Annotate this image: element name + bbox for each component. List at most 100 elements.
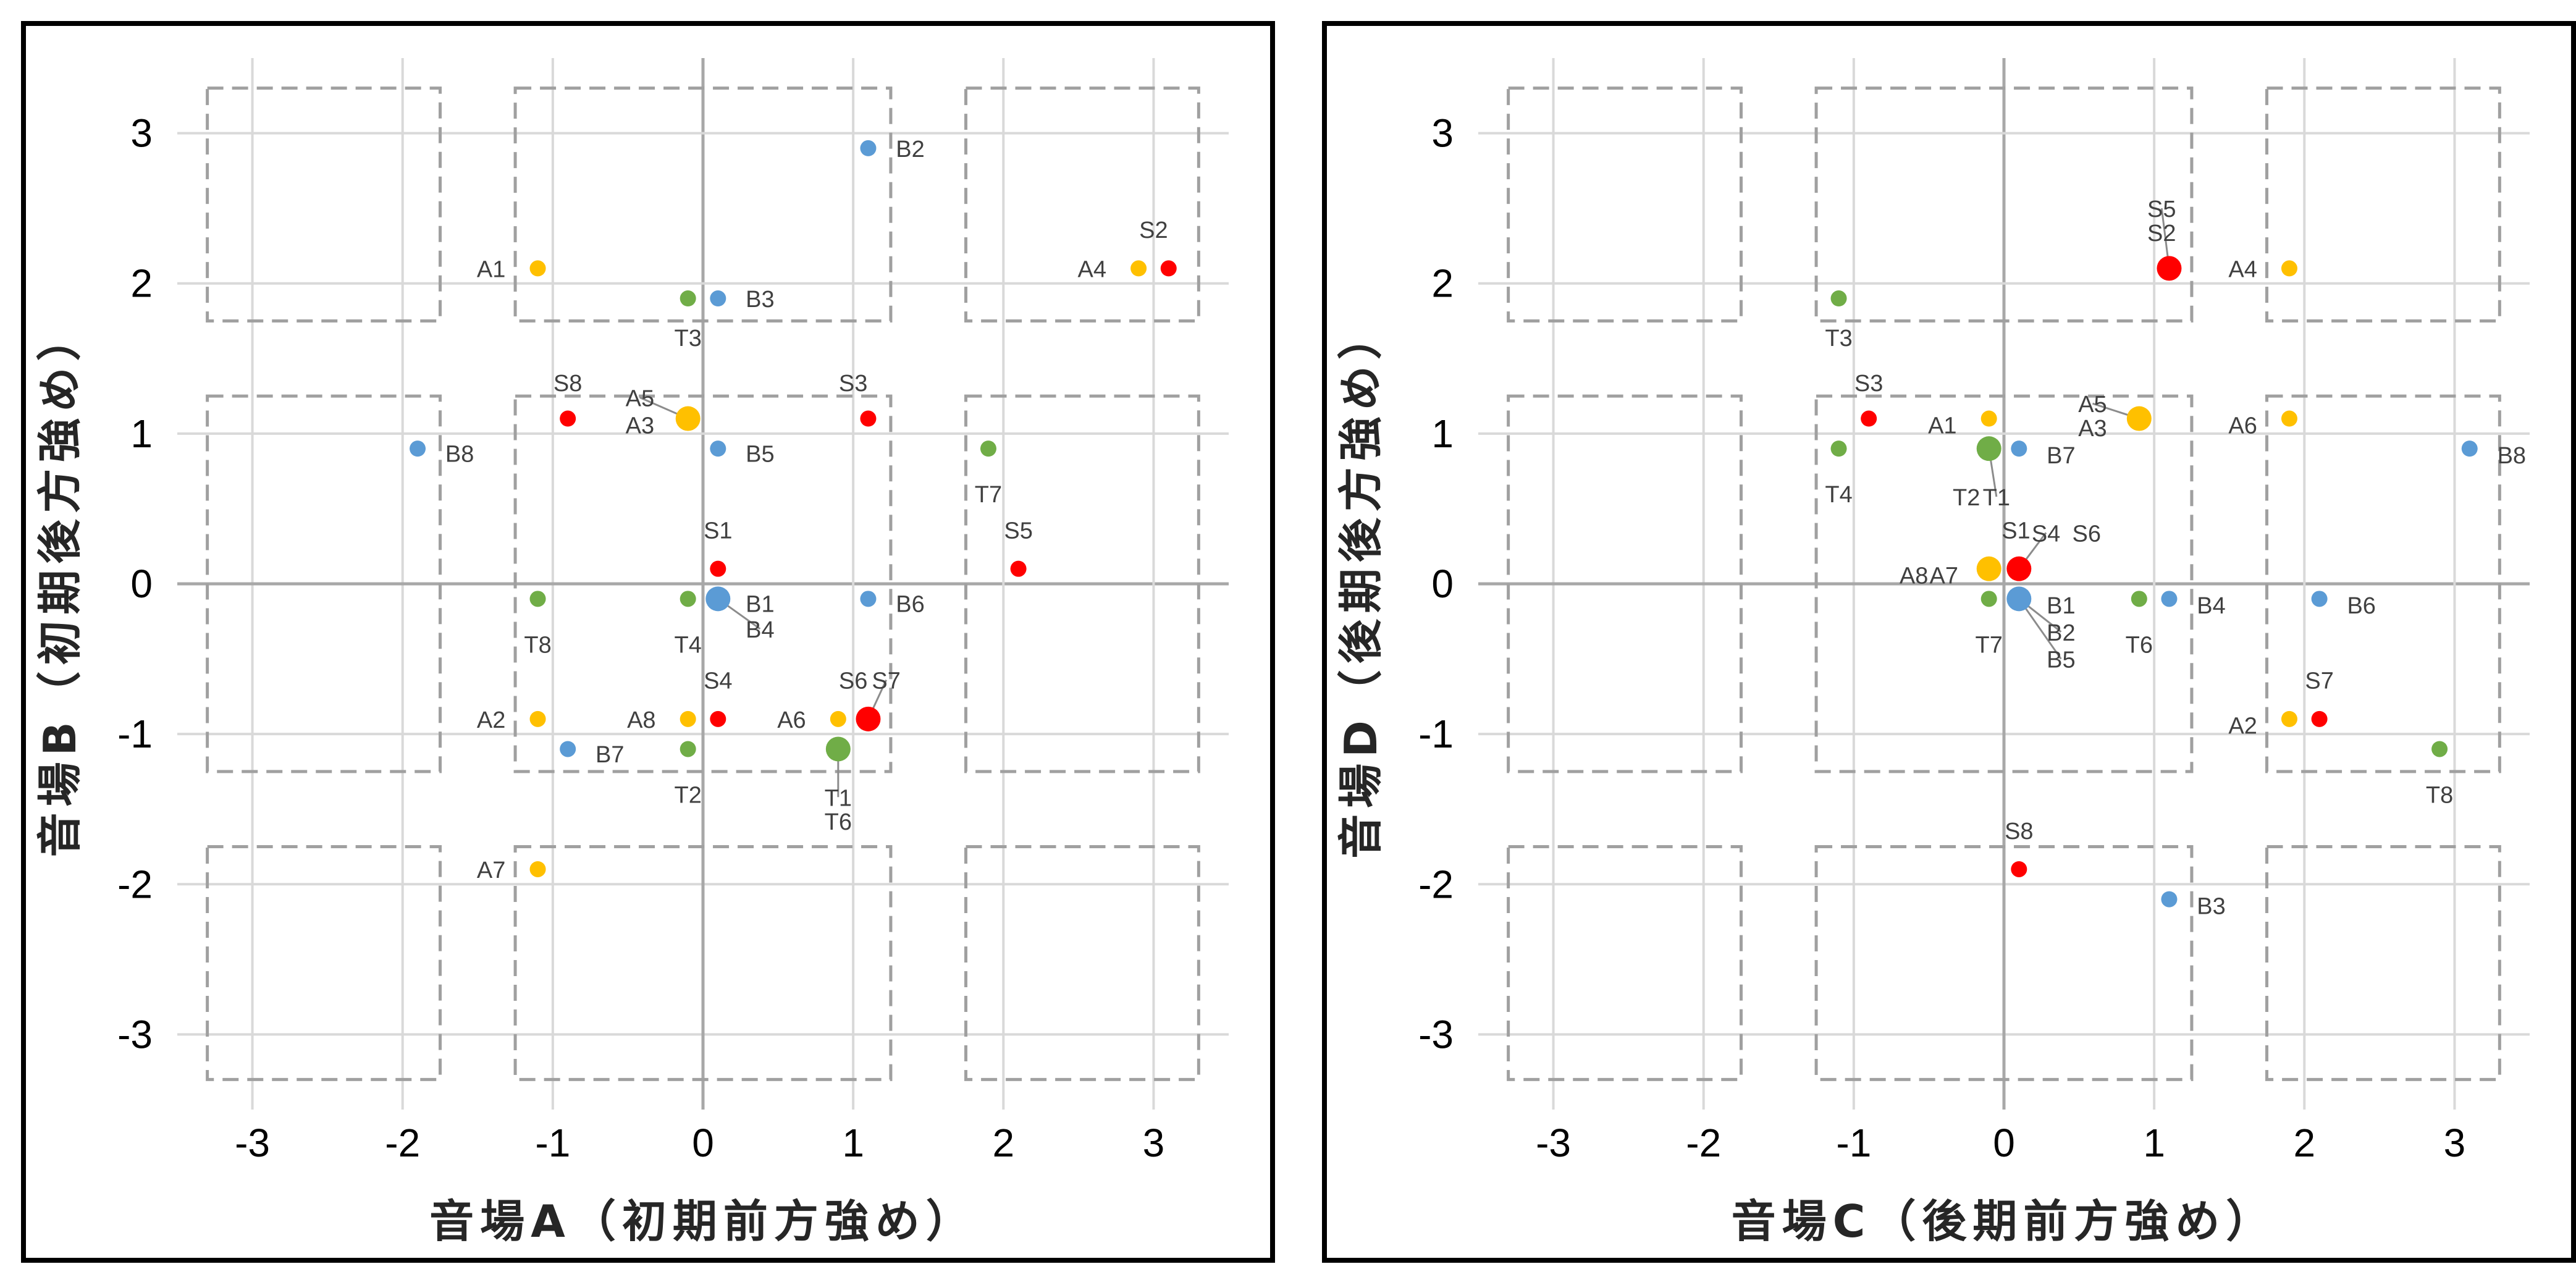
data-point	[2161, 891, 2178, 908]
point-label: T1	[825, 785, 852, 811]
x-axis-label: 音場C（後期前方強め）	[1732, 1195, 2277, 1247]
data-point	[529, 710, 546, 727]
x-axis-label: 音場A（初期前方強め）	[429, 1195, 977, 1247]
point-label: S6	[839, 668, 867, 694]
data-point	[860, 591, 877, 607]
point-label: S2	[2147, 221, 2176, 246]
y-tick-label: -3	[1418, 1012, 1454, 1056]
region-box	[513, 394, 893, 773]
region-box	[1814, 86, 2194, 322]
data-point	[2126, 406, 2152, 431]
point-label: A2	[477, 707, 505, 733]
data-point	[856, 706, 881, 731]
data-point	[2311, 710, 2328, 727]
scatter-plot-left: -3 -2 -1 0 1 2 3 3 2 1 0 -1 -2 -3 音場A（初期前方強め） 音場B（初期後方強…	[34, 58, 1229, 1247]
data-point	[1160, 260, 1177, 277]
data-point	[2131, 591, 2147, 607]
point-label: B5	[746, 441, 774, 467]
x-tick-label: 0	[1993, 1121, 2015, 1165]
point-label: A3	[2078, 416, 2107, 442]
point-label: A7	[1930, 563, 1958, 589]
point-label: A6	[2228, 413, 2257, 439]
x-tick-label: -2	[1686, 1121, 1721, 1165]
region-box	[964, 845, 1200, 1081]
x-tick-label: 2	[992, 1121, 1014, 1165]
data-point	[560, 410, 576, 427]
point-label: B4	[746, 617, 774, 643]
data-point	[1830, 440, 1847, 457]
point-label: B7	[596, 742, 624, 768]
region-box	[206, 394, 442, 773]
data-point	[2006, 556, 2032, 581]
region-box	[1507, 86, 1743, 322]
point-label: A5	[2078, 392, 2107, 418]
data-point	[680, 290, 696, 307]
point-label: S2	[1139, 217, 1168, 243]
point-label: B8	[2498, 443, 2526, 469]
data-point	[675, 406, 701, 431]
point-label: B3	[746, 287, 774, 313]
region-box	[2265, 86, 2501, 322]
x-tick-label: -1	[1836, 1121, 1871, 1165]
chart-panel-right: -3 -2 -1 0 1 2 3 3 2 1 0 -1 -2 -3 音場C（後期前方強め） 音場D（後期後方強…	[1322, 21, 2576, 1263]
data-point	[529, 591, 546, 607]
data-point	[860, 410, 877, 427]
point-label: A1	[1928, 413, 1956, 439]
point-label: T4	[1825, 482, 1852, 508]
data-point	[1130, 260, 1147, 277]
point-label: S4	[2032, 521, 2060, 547]
point-label: B7	[2047, 443, 2075, 469]
data-point	[860, 140, 877, 156]
y-axis-label: 音場B（初期後方強め）	[34, 311, 86, 857]
point-label: B2	[896, 137, 924, 162]
y-tick-label: 3	[1431, 111, 1454, 156]
x-tick-label: 3	[1143, 1121, 1165, 1165]
point-label: S5	[1004, 518, 1032, 544]
point-label: A5	[626, 386, 654, 412]
data-point	[710, 710, 726, 727]
point-label: T3	[675, 326, 702, 352]
scatter-plot-right: -3 -2 -1 0 1 2 3 3 2 1 0 -1 -2 -3 音場C（後期前方強め） 音場D（後期後方強…	[1335, 58, 2530, 1247]
point-label: S3	[839, 371, 867, 397]
region-box	[206, 845, 442, 1081]
point-label: T3	[1825, 326, 1852, 352]
data-point	[410, 440, 426, 457]
data-point	[2311, 591, 2328, 607]
data-point	[1980, 410, 1997, 427]
data-point	[980, 440, 996, 457]
data-point	[2011, 440, 2027, 457]
y-tick-label: 1	[1431, 411, 1454, 456]
point-label: B6	[896, 592, 924, 618]
point-label: S5	[2147, 196, 2176, 222]
y-tick-label: -3	[117, 1012, 153, 1056]
point-label: A4	[1077, 256, 1106, 282]
y-tick-label: -1	[117, 712, 153, 756]
point-label: A8	[1900, 563, 1928, 589]
y-tick-label: -1	[1418, 712, 1454, 756]
region-box	[964, 86, 1200, 322]
data-point	[1976, 556, 2001, 581]
point-label: B1	[2047, 593, 2075, 619]
region-box	[513, 845, 893, 1081]
point-label: T6	[2126, 632, 2153, 658]
point-label: S1	[704, 518, 732, 544]
data-point	[680, 741, 696, 757]
data-point	[825, 736, 851, 762]
data-point	[2281, 710, 2297, 727]
point-label: B1	[746, 592, 774, 618]
chart-panel-left: -3 -2 -1 0 1 2 3 3 2 1 0 -1 -2 -3 音場A（初期前方強め） 音場B（初期後方強…	[21, 21, 1275, 1263]
point-label: B2	[2047, 620, 2075, 646]
point-label: S6	[2072, 521, 2100, 547]
point-label: A1	[477, 256, 505, 282]
data-point	[1980, 591, 1997, 607]
data-point	[710, 440, 726, 457]
point-label: B4	[2197, 593, 2225, 619]
point-label: S7	[872, 668, 900, 694]
region-box	[513, 86, 893, 322]
point-label: A3	[626, 413, 654, 439]
data-point	[710, 290, 726, 307]
y-tick-label: 2	[130, 261, 153, 306]
x-tick-label: -1	[535, 1121, 570, 1165]
region-box	[964, 394, 1200, 773]
y-tick-label: 3	[130, 111, 153, 156]
